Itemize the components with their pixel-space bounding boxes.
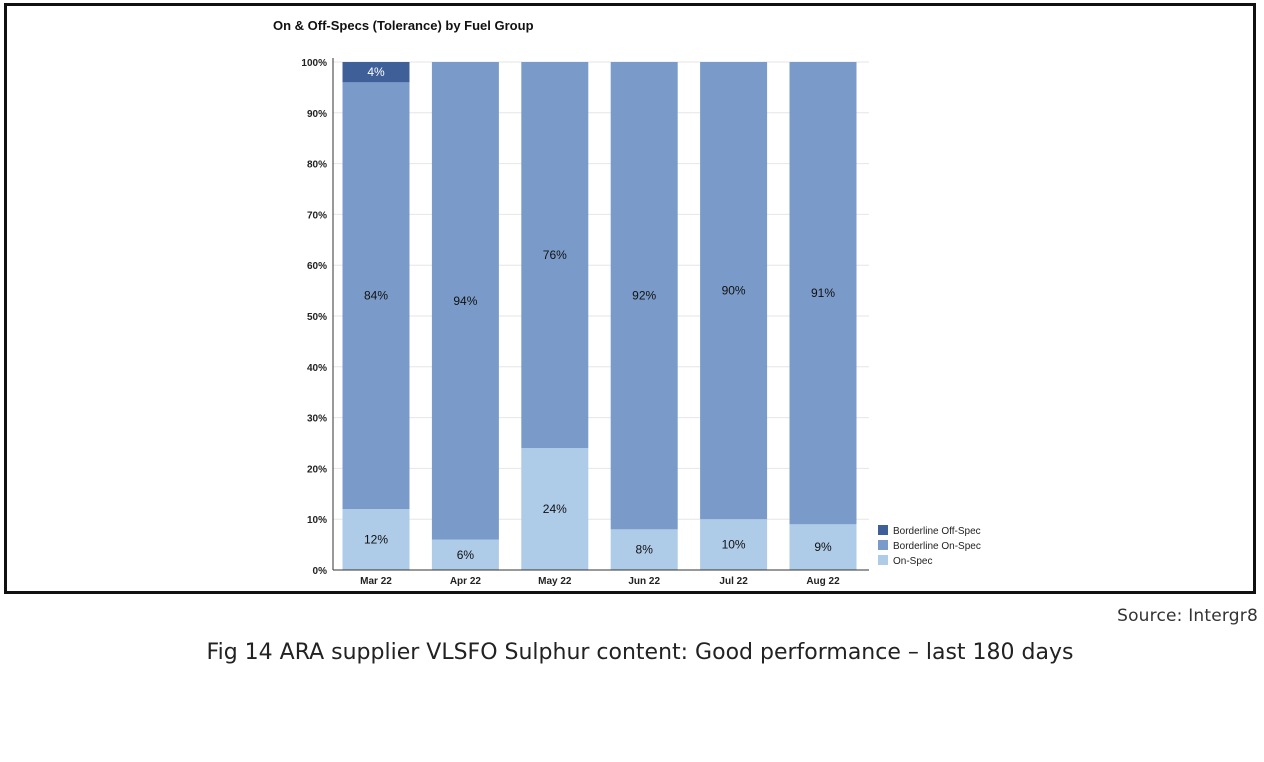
y-tick-label: 90% [307,109,327,120]
y-tick-label: 80% [307,160,327,171]
data-label: 8% [636,543,654,557]
legend-swatch [878,525,888,535]
bar-segment [342,82,410,510]
bar-segment [789,524,857,570]
bar-segment [700,62,768,520]
data-label: 92% [632,289,656,303]
y-tick-label: 60% [307,261,327,272]
legend-swatch [878,555,888,565]
data-label: 10% [722,538,746,552]
bar-segment [521,62,589,449]
legend-label: On-Spec [893,556,932,567]
x-tick-label: Aug 22 [806,576,840,587]
bar-segment [342,509,410,570]
x-tick-label: Apr 22 [450,576,482,587]
x-tick-label: May 22 [538,576,572,587]
y-tick-label: 0% [313,566,328,577]
data-label: 9% [814,540,832,554]
data-label: 12% [364,533,388,547]
data-label: 94% [453,294,477,308]
x-tick-label: Mar 22 [360,576,392,587]
data-label: 84% [364,289,388,303]
y-tick-label: 20% [307,464,327,475]
legend-label: Borderline On-Spec [893,541,981,552]
bar-segment [610,62,678,530]
legend-label: Borderline Off-Spec [893,526,981,537]
bar-segment [521,448,589,570]
y-tick-label: 10% [307,515,327,526]
bar-segment [789,62,857,525]
legend-swatch [878,540,888,550]
bar-segment [700,519,768,570]
y-tick-label: 70% [307,210,327,221]
y-tick-label: 40% [307,363,327,374]
bar-segment [431,62,499,540]
data-label: 76% [543,248,567,262]
bar-segment [431,539,499,570]
data-label: 24% [543,502,567,516]
data-label: 6% [457,548,475,562]
y-tick-label: 100% [301,58,327,69]
y-tick-label: 50% [307,312,327,323]
source-attribution: Source: Intergr8 [1117,606,1258,626]
chart-frame: On & Off-Specs (Tolerance) by Fuel Group… [4,3,1256,594]
chart-title: On & Off-Specs (Tolerance) by Fuel Group [273,18,534,33]
figure-caption: Fig 14 ARA supplier VLSFO Sulphur conten… [206,640,1074,665]
data-label: 90% [722,284,746,298]
data-label: 91% [811,286,835,300]
bar-segment [342,62,410,83]
x-tick-label: Jul 22 [719,576,748,587]
y-tick-label: 30% [307,414,327,425]
x-tick-label: Jun 22 [628,576,660,587]
data-label: 4% [367,65,385,79]
bar-segment [610,529,678,570]
stacked-bar-chart: On & Off-Specs (Tolerance) by Fuel Group… [273,18,981,587]
